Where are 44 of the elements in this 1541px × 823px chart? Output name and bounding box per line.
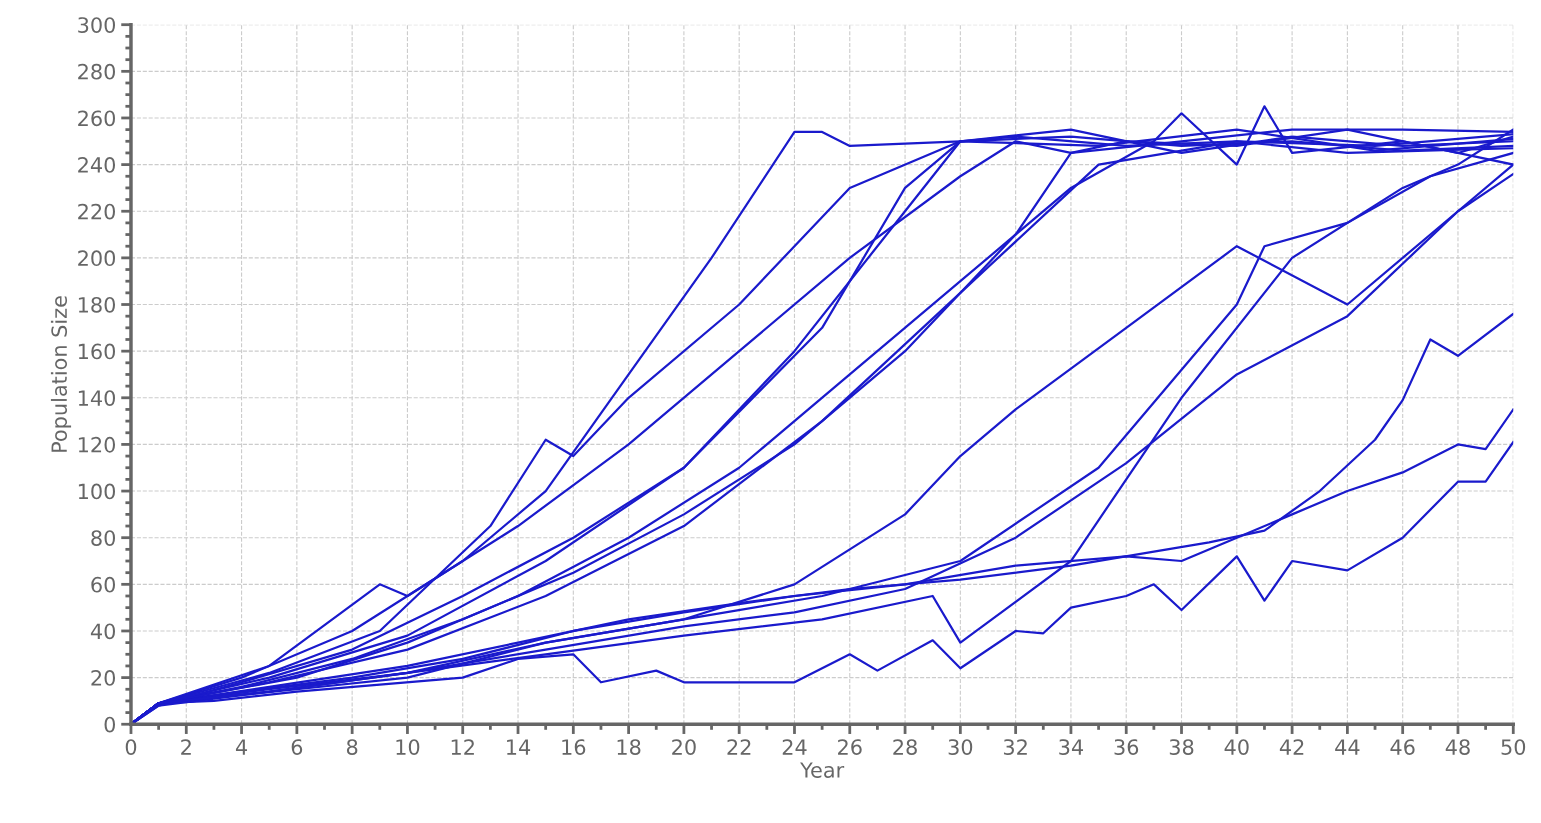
y-axis-title: Population Size (50, 296, 72, 452)
x-tick-label: 46 (1390, 739, 1415, 755)
x-tick-label: 12 (451, 739, 474, 755)
y-tick-label: 200 (78, 250, 116, 267)
x-tick-label: 42 (1279, 739, 1304, 755)
y-tick-label: 120 (78, 436, 116, 453)
x-tick-label: 20 (672, 739, 696, 755)
x-tick-label: 18 (617, 739, 641, 755)
y-tick-label: 0 (104, 716, 116, 733)
x-tick-label: 16 (562, 739, 586, 755)
y-tick-label: 180 (78, 296, 116, 313)
x-tick-label: 24 (782, 739, 807, 755)
y-tick-label: 40 (90, 623, 116, 640)
x-tick-label: 26 (838, 739, 862, 755)
y-tick-label: 160 (78, 343, 116, 360)
y-tick-label: 140 (78, 390, 116, 406)
y-tick-label: 260 (78, 110, 116, 127)
y-tick-label: 240 (78, 157, 116, 173)
x-tick-label: 6 (291, 739, 303, 755)
y-tick-label: 20 (91, 670, 116, 686)
x-tick-label: 28 (893, 739, 917, 755)
y-tick-label: 280 (78, 63, 116, 80)
x-tick-label: 48 (1445, 739, 1470, 755)
x-tick-label: 34 (1059, 739, 1084, 755)
x-tick-label: 0 (125, 739, 137, 755)
x-tick-label: 14 (507, 739, 531, 755)
x-tick-label: 36 (1114, 739, 1139, 755)
y-tick-label: 100 (78, 483, 116, 500)
x-tick-label: 2 (181, 739, 191, 755)
x-tick-label: 40 (1224, 739, 1249, 755)
x-tick-label: 50 (1501, 739, 1526, 755)
y-tick-label: 80 (91, 530, 116, 546)
x-tick-label: 22 (727, 739, 751, 755)
x-tick-label: 32 (1003, 739, 1027, 755)
x-tick-label: 38 (1169, 739, 1194, 755)
x-tick-label: 30 (948, 739, 973, 755)
x-tick-label: 44 (1335, 739, 1360, 755)
x-tick-label: 8 (346, 739, 358, 755)
x-tick-label: 10 (396, 739, 420, 755)
y-tick-label: 60 (91, 576, 116, 593)
y-tick-label: 220 (78, 203, 116, 220)
x-tick-label: 4 (235, 739, 248, 755)
y-tick-label: 300 (78, 17, 116, 33)
x-axis-title: Year (800, 762, 845, 778)
